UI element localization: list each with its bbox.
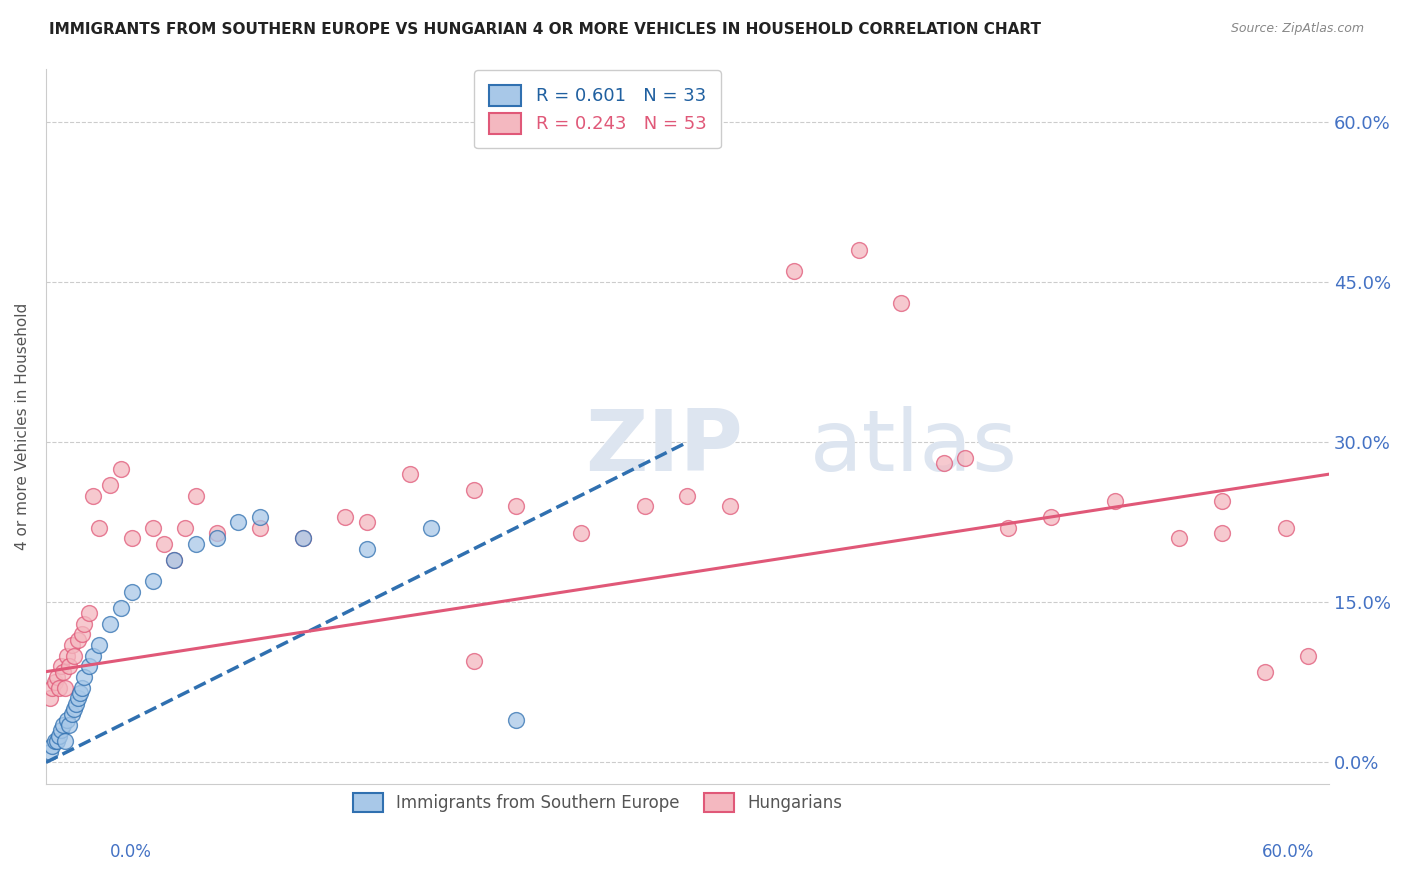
Point [45, 670, 67, 684]
Point [82, 489, 104, 503]
Point [49, 723, 72, 738]
Point [1211, 525, 1233, 540]
Point [41, 681, 63, 695]
Point [98, 616, 121, 631]
Point [1254, 665, 1277, 679]
Point [72, 627, 94, 641]
Point [121, 584, 143, 599]
Point [62, 648, 84, 663]
Point [163, 552, 186, 566]
Point [184, 489, 207, 503]
Point [184, 536, 207, 550]
Y-axis label: 4 or more Vehicles in Household: 4 or more Vehicles in Household [15, 302, 30, 549]
Point [718, 499, 741, 513]
Point [65, 697, 87, 711]
Point [48, 681, 70, 695]
Point [142, 520, 165, 534]
Point [335, 509, 357, 524]
Point [174, 520, 197, 534]
Point [69, 686, 91, 700]
Point [1104, 493, 1126, 508]
Point [419, 520, 441, 534]
Point [228, 515, 250, 529]
Point [52, 718, 75, 732]
Point [205, 525, 228, 540]
Point [163, 552, 186, 566]
Point [73, 670, 96, 684]
Point [1040, 509, 1063, 524]
Text: ZIP: ZIP [585, 406, 742, 489]
Point [152, 536, 174, 550]
Point [676, 489, 699, 503]
Point [67, 691, 90, 706]
Point [569, 525, 592, 540]
Point [463, 483, 485, 498]
Point [44, 734, 66, 748]
Point [505, 499, 527, 513]
Point [932, 457, 955, 471]
Point [505, 713, 527, 727]
Point [142, 574, 165, 588]
Point [110, 462, 132, 476]
Point [72, 681, 94, 695]
Point [52, 665, 75, 679]
Point [58, 718, 80, 732]
Point [249, 509, 271, 524]
Point [77, 606, 100, 620]
Point [110, 600, 132, 615]
Point [56, 713, 79, 727]
Text: 0.0%: 0.0% [110, 843, 152, 861]
Point [1275, 520, 1298, 534]
Point [41, 739, 63, 754]
Point [89, 638, 111, 652]
Point [463, 654, 485, 668]
Point [848, 243, 870, 257]
Point [356, 515, 378, 529]
Point [291, 531, 314, 545]
Point [1168, 531, 1191, 545]
Point [1296, 648, 1319, 663]
Point [1211, 493, 1233, 508]
Text: atlas: atlas [810, 406, 1018, 489]
Point [997, 520, 1019, 534]
Point [249, 520, 271, 534]
Point [39, 745, 62, 759]
Point [890, 296, 912, 310]
Point [955, 451, 977, 466]
Point [58, 659, 80, 673]
Point [73, 616, 96, 631]
Point [82, 648, 104, 663]
Legend: Immigrants from Southern Europe, Hungarians: Immigrants from Southern Europe, Hungari… [339, 780, 856, 825]
Point [45, 734, 67, 748]
Point [291, 531, 314, 545]
Point [98, 478, 121, 492]
Text: 60.0%: 60.0% [1263, 843, 1315, 861]
Point [77, 659, 100, 673]
Point [53, 681, 76, 695]
Point [356, 541, 378, 556]
Point [89, 520, 111, 534]
Point [48, 729, 70, 743]
Point [205, 531, 228, 545]
Point [634, 499, 657, 513]
Point [62, 702, 84, 716]
Text: Source: ZipAtlas.com: Source: ZipAtlas.com [1230, 22, 1364, 36]
Point [44, 675, 66, 690]
Point [53, 734, 76, 748]
Point [398, 467, 420, 482]
Point [121, 531, 143, 545]
Point [67, 632, 90, 647]
Point [39, 691, 62, 706]
Point [60, 638, 83, 652]
Point [60, 707, 83, 722]
Point [56, 648, 79, 663]
Point [783, 264, 806, 278]
Text: IMMIGRANTS FROM SOUTHERN EUROPE VS HUNGARIAN 4 OR MORE VEHICLES IN HOUSEHOLD COR: IMMIGRANTS FROM SOUTHERN EUROPE VS HUNGA… [49, 22, 1042, 37]
Point [49, 659, 72, 673]
